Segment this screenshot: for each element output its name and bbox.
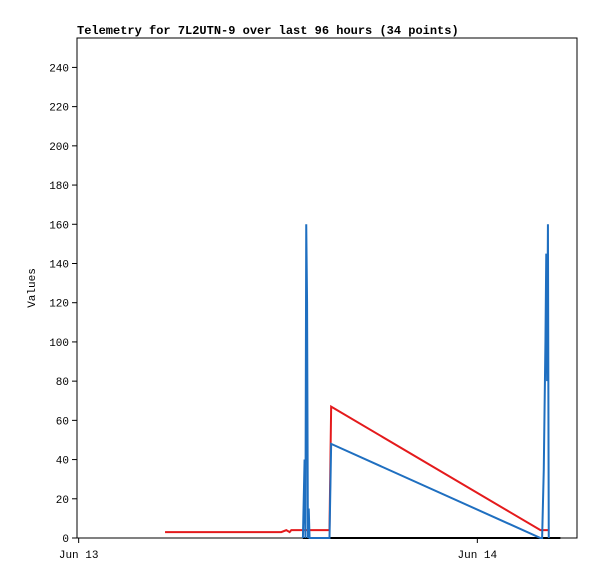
x-tick-label: Jun 13: [59, 550, 99, 562]
y-axis-label: Values: [27, 268, 39, 308]
series-line: [301, 224, 550, 539]
y-tick-label: 180: [49, 181, 69, 193]
y-tick-label: 120: [49, 299, 69, 311]
y-tick-label: 160: [49, 220, 69, 232]
y-tick-label: 240: [49, 63, 69, 75]
y-tick-label: 40: [56, 456, 69, 468]
series-line: [165, 404, 549, 534]
y-tick-label: 80: [56, 377, 69, 389]
y-tick-label: 200: [49, 142, 69, 154]
y-tick-label: 140: [49, 259, 69, 271]
y-tick-label: 0: [62, 534, 69, 546]
y-tick-label: 220: [49, 103, 69, 115]
y-tick-label: 20: [56, 495, 69, 507]
plot-frame: [76, 37, 578, 539]
x-tick-label: Jun 14: [458, 550, 498, 562]
chart-title: Telemetry for 7L2UTN-9 over last 96 hour…: [77, 24, 459, 38]
y-tick-label: 100: [49, 338, 69, 350]
y-tick-label: 60: [56, 416, 69, 428]
